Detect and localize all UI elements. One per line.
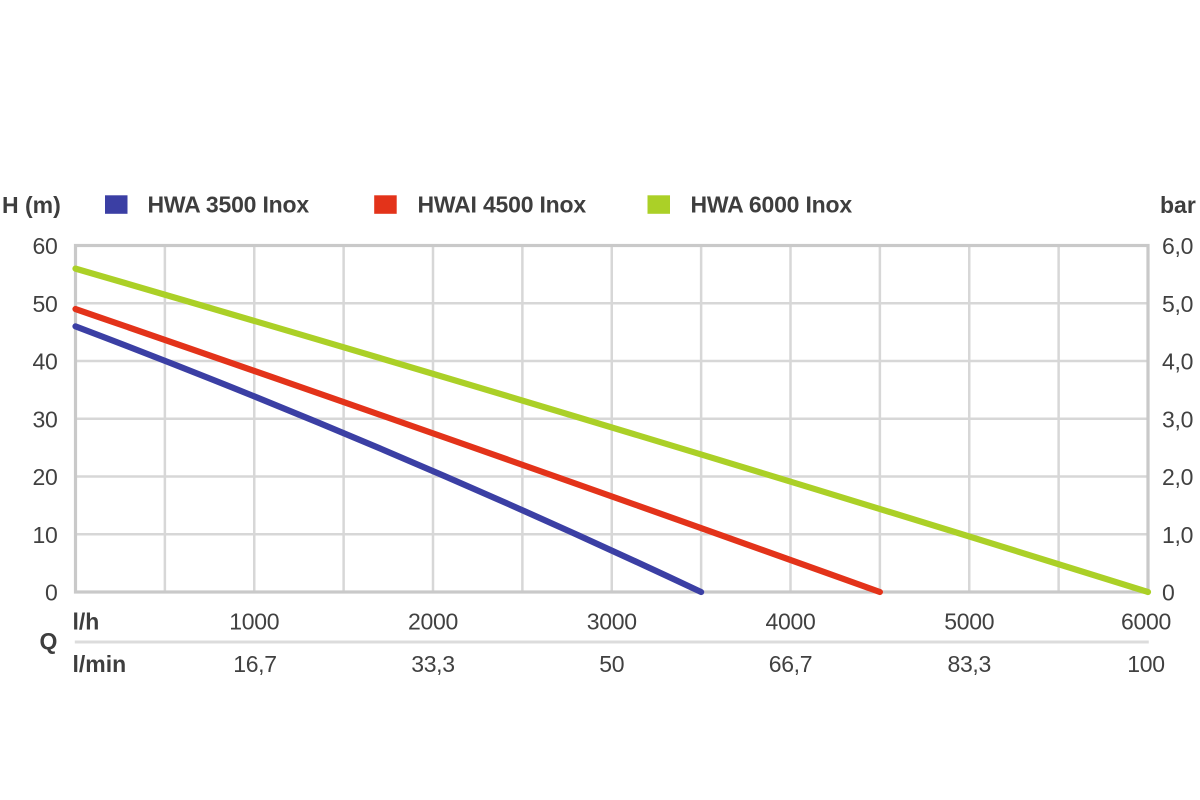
svg-text:HWA 6000 Inox: HWA 6000 Inox <box>691 192 853 218</box>
svg-text:bar: bar <box>1160 192 1196 218</box>
svg-text:Q: Q <box>40 628 58 654</box>
svg-text:6,0: 6,0 <box>1162 233 1193 259</box>
svg-text:0: 0 <box>45 580 58 606</box>
svg-text:33,3: 33,3 <box>411 651 455 677</box>
svg-text:1,0: 1,0 <box>1162 522 1193 548</box>
svg-text:2,0: 2,0 <box>1162 464 1193 490</box>
svg-text:50: 50 <box>33 291 58 317</box>
svg-text:5,0: 5,0 <box>1162 291 1193 317</box>
svg-text:4,0: 4,0 <box>1162 349 1193 375</box>
svg-text:6000: 6000 <box>1121 609 1171 635</box>
svg-text:83,3: 83,3 <box>947 651 991 677</box>
svg-text:HWA 3500 Inox: HWA 3500 Inox <box>148 192 310 218</box>
svg-text:HWAI 4500 Inox: HWAI 4500 Inox <box>418 192 587 218</box>
svg-text:100: 100 <box>1127 651 1164 677</box>
svg-text:3,0: 3,0 <box>1162 406 1193 432</box>
svg-text:40: 40 <box>33 349 58 375</box>
svg-text:H (m): H (m) <box>2 192 61 218</box>
svg-text:30: 30 <box>33 406 58 432</box>
svg-text:1000: 1000 <box>229 609 279 635</box>
svg-text:60: 60 <box>33 233 58 259</box>
svg-text:3000: 3000 <box>587 609 637 635</box>
svg-text:66,7: 66,7 <box>769 651 813 677</box>
svg-text:4000: 4000 <box>766 609 816 635</box>
svg-text:50: 50 <box>599 651 624 677</box>
svg-text:l/min: l/min <box>73 651 127 677</box>
svg-text:5000: 5000 <box>944 609 994 635</box>
svg-text:20: 20 <box>33 464 58 490</box>
svg-text:0: 0 <box>1162 580 1175 606</box>
svg-text:2000: 2000 <box>408 609 458 635</box>
svg-text:10: 10 <box>33 522 58 548</box>
svg-text:l/h: l/h <box>73 609 100 635</box>
svg-text:16,7: 16,7 <box>233 651 277 677</box>
